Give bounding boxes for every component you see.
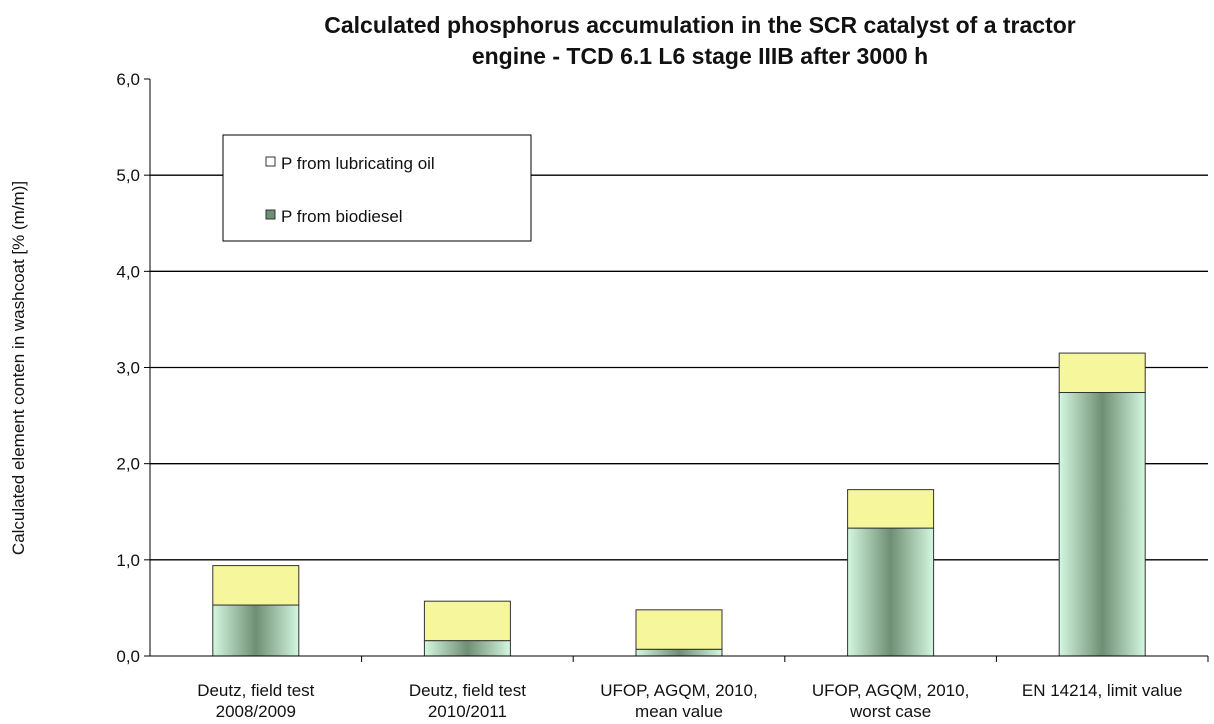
legend-swatch — [265, 209, 276, 220]
x-tick-label: UFOP, AGQM, 2010, — [600, 681, 757, 700]
chart-title: engine - TCD 6.1 L6 stage IIIB after 300… — [472, 43, 928, 69]
bar-segment — [847, 527, 935, 657]
legend-label: P from biodiesel — [281, 207, 403, 226]
legend-swatch — [265, 156, 276, 167]
bar-segment — [1058, 392, 1146, 657]
x-tick-label: Deutz, field test — [409, 681, 526, 700]
bar-segment — [847, 489, 935, 529]
x-tick-label: 2010/2011 — [428, 702, 507, 721]
bar-segment — [423, 600, 511, 642]
y-tick-label: 1,0 — [116, 551, 140, 570]
x-tick-label: mean value — [635, 702, 723, 721]
x-tick-label: 2008/2009 — [216, 702, 296, 721]
y-tick-label: 6,0 — [116, 70, 140, 89]
x-tick-label: UFOP, AGQM, 2010, — [812, 681, 969, 700]
x-tick-label: worst case — [849, 702, 931, 721]
bar-segment — [212, 604, 300, 657]
y-tick-label: 2,0 — [116, 455, 140, 474]
y-tick-label: 4,0 — [116, 262, 140, 281]
bar-segment — [212, 565, 300, 606]
x-tick-label: Deutz, field test — [197, 681, 314, 700]
y-axis-title: Calculated element conten in washcoat [%… — [9, 181, 28, 555]
y-tick-label: 0,0 — [116, 647, 140, 666]
legend-box — [222, 134, 532, 242]
bar-segment — [635, 648, 723, 657]
bar-segment — [1058, 352, 1146, 394]
bar-segment — [423, 640, 511, 657]
legend-label: P from lubricating oil — [281, 154, 435, 173]
x-tick-label: EN 14214, limit value — [1022, 681, 1183, 700]
y-tick-label: 5,0 — [116, 166, 140, 185]
bar-segment — [635, 609, 723, 650]
y-tick-label: 3,0 — [116, 359, 140, 378]
chart-title: Calculated phosphorus accumulation in th… — [324, 12, 1076, 38]
